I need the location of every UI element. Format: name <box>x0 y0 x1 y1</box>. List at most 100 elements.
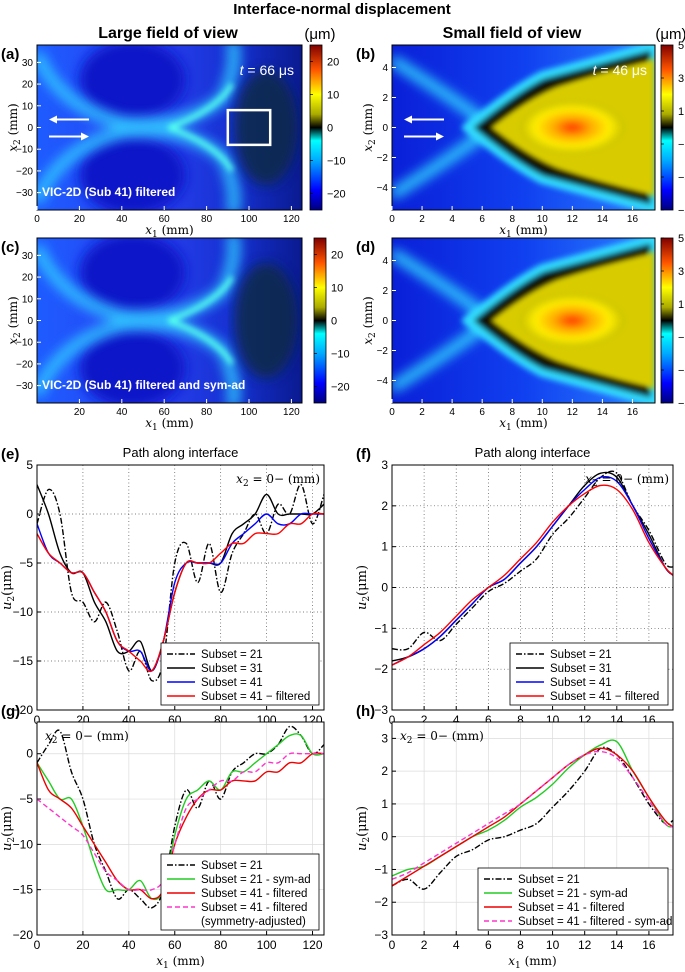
x-tick-label: 100 <box>257 938 277 952</box>
field-crack-front <box>167 275 235 366</box>
x-tick-label: 20 <box>74 407 86 418</box>
panel-label: (g) <box>1 703 20 720</box>
x-tick-label: 14 <box>597 214 609 225</box>
x-tick-label: 0 <box>389 713 396 727</box>
y-tick-label: 10 <box>22 294 34 305</box>
legend-label-4: Subset = 41 − filtered <box>550 691 659 703</box>
colorbar-tick-label: −20 <box>327 189 346 201</box>
y-tick-label: −20 <box>13 703 34 717</box>
legend-label-4: Subset = 41 - filtered - sym-ad <box>518 916 672 928</box>
y-tick-label: 2 <box>382 286 388 297</box>
field-b <box>392 45 655 210</box>
colorbar-unit: (μm) <box>655 26 685 43</box>
x-axis-label-text: x1 (mm) <box>499 416 547 433</box>
x-tick-label: 16 <box>642 938 656 952</box>
y-tick-label: −2 <box>374 895 388 909</box>
figure-title: Interface-normal displacement <box>233 1 451 18</box>
x-tick-label: 14 <box>597 407 609 418</box>
annotation: x2 = 0− (mm) <box>45 729 129 746</box>
panel-label: (f) <box>356 446 371 463</box>
plot-title: Path along interface <box>123 445 239 460</box>
y-tick-label: −30 <box>16 381 33 392</box>
x-tick-label: 60 <box>159 407 171 418</box>
legend-label-2: Subset = 31 <box>201 663 263 675</box>
legend-label-1: Subset = 21 <box>201 649 263 661</box>
x-tick-label: 4 <box>449 407 455 418</box>
y-tick-label: 3 <box>381 458 388 472</box>
x-tick-label: 2 <box>421 713 428 727</box>
x-tick-label: 4 <box>453 938 460 952</box>
arrow-left-head <box>49 115 57 124</box>
y-tick-label: −2 <box>377 346 389 357</box>
colorbar-tick-label: 0 <box>327 123 333 135</box>
colorbar-tick-label: −5 <box>678 398 685 410</box>
x-tick-label: 10 <box>537 214 549 225</box>
field-peak <box>519 294 625 347</box>
y-tick-label: 10 <box>22 101 34 112</box>
annotation: x2 = 0− (mm) <box>400 729 484 746</box>
y-axis-label: x2 (mm) <box>361 296 378 344</box>
y-tick-label: −2 <box>374 662 388 676</box>
colorbar <box>660 237 674 404</box>
y-tick-label: 1 <box>381 797 388 811</box>
field-lobe-upper <box>79 45 186 120</box>
annotation: x2 = 0− (mm) <box>585 472 669 489</box>
arrow-right-head <box>81 132 89 141</box>
y-axis-label: u2(μm) <box>355 806 372 851</box>
y-tick-label: −10 <box>16 145 33 156</box>
x-axis-label-text: x1 (mm) <box>508 954 556 971</box>
series-group <box>37 483 324 682</box>
y-tick-label: 0 <box>27 316 33 327</box>
series-group <box>37 725 324 909</box>
field-wavefront <box>37 45 240 210</box>
y-tick-label: −10 <box>13 605 34 619</box>
y-tick-label: 0 <box>26 747 33 761</box>
field-lobe-upper <box>79 238 186 313</box>
series-line-1 <box>37 483 324 682</box>
x-tick-label: 80 <box>214 938 228 952</box>
x-tick-label: 8 <box>509 407 515 418</box>
panel-g: 0 20 40 60 80 100 120 0 −5 −10 −15 −20 x1 (mm) u2(μm)… <box>0 703 325 971</box>
y-tick-label: 4 <box>382 256 388 267</box>
colorbar-tick-label: 1 <box>678 299 684 311</box>
legend-label-2: Subset = 21 - sym-ad <box>518 888 628 900</box>
y-tick-label: 2 <box>381 764 388 778</box>
series-line-4 <box>392 750 673 880</box>
plot-title: Path along interface <box>475 445 591 460</box>
y-tick-label: −3 <box>374 703 388 717</box>
y-tick-label: −1 <box>374 862 388 876</box>
legend: Subset = 21 Subset = 21 - sym-ad Subset = … <box>160 853 320 931</box>
x-tick-label: 40 <box>116 407 128 418</box>
x-tick-label: 12 <box>567 407 579 418</box>
x-tick-label: 120 <box>283 214 300 225</box>
x-tick-label: 60 <box>159 214 171 225</box>
time-label: t = 46 μs <box>593 62 647 78</box>
x-tick-label: 120 <box>303 938 323 952</box>
series-group <box>392 470 673 666</box>
y-tick-label: 0 <box>27 123 33 134</box>
colorbar-tick-label: −10 <box>327 156 346 168</box>
series-line-1 <box>392 470 673 651</box>
x-tick-label: 10 <box>546 938 560 952</box>
x-tick-label: 80 <box>201 214 213 225</box>
colorbar-tick-label: −1 <box>678 332 685 344</box>
field-wavefront <box>37 238 240 403</box>
legend-label-3: Subset = 41 - filtered <box>201 888 307 900</box>
panel-label: (e) <box>1 446 19 463</box>
x-axis-label-text: x1 (mm) <box>145 416 193 433</box>
x-axis-label-text: x1 (mm) <box>156 954 204 971</box>
x-tick-label: 6 <box>485 938 492 952</box>
colorbar-tick-label: 1 <box>678 106 684 118</box>
panel-label: (c) <box>1 239 19 256</box>
small-fov-title: Small field of view <box>443 25 582 42</box>
plot-frame <box>36 721 325 936</box>
x-tick-label: 16 <box>627 214 639 225</box>
field-dark-zone <box>234 262 298 379</box>
colorbar-tick-label: 3 <box>678 266 684 278</box>
x-axis-label-text: x1 (mm) <box>145 223 193 240</box>
x-tick-label: 20 <box>76 938 90 952</box>
